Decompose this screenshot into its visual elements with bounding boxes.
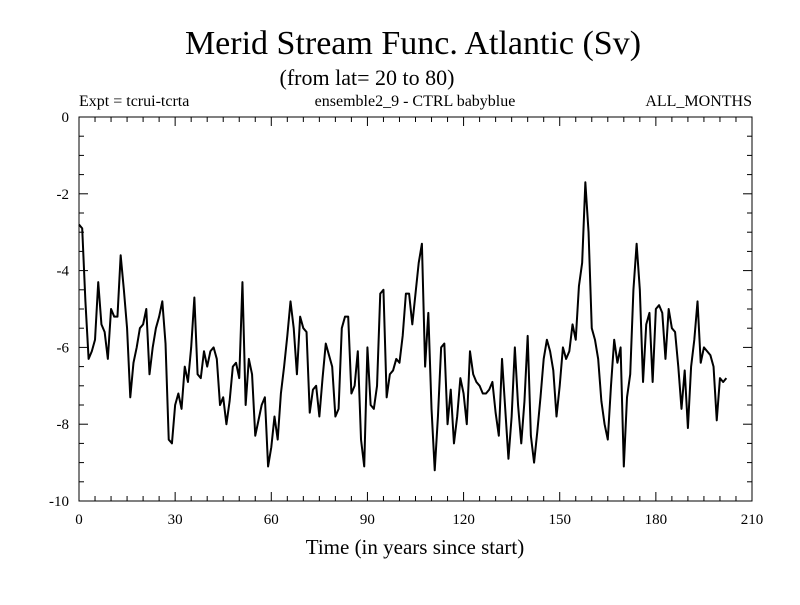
x-tick-label: 0 [75, 512, 83, 528]
plot-frame [78, 116, 753, 502]
x-tick-label: 90 [360, 512, 375, 528]
y-tick-label: -10 [49, 494, 69, 510]
y-tick-label: -4 [57, 264, 70, 280]
chart-title: Merid Stream Func. Atlantic (Sv) [185, 25, 641, 62]
series-line [78, 181, 728, 472]
x-axis-label: Time (in years since start) [306, 535, 525, 559]
y-tick-label: -2 [57, 187, 70, 203]
experiment-label: Expt = tcrui-tcrta [79, 93, 189, 110]
y-tick-label: 0 [62, 110, 70, 126]
y-tick-labels: 0 -2 -4 -6 -8 -10 [49, 110, 69, 510]
y-tick-label: -8 [57, 417, 70, 433]
chart-subtitle: (from lat= 20 to 80) [280, 65, 455, 90]
months-label: ALL_MONTHS [645, 93, 752, 110]
x-tick-label: 210 [741, 512, 764, 528]
x-tick-label: 60 [264, 512, 279, 528]
axis-ticks [78, 116, 753, 502]
x-tick-label: 180 [645, 512, 668, 528]
x-tick-label: 30 [168, 512, 183, 528]
ensemble-label: ensemble2_9 - CTRL babyblue [315, 93, 516, 110]
x-tick-labels: 0 30 60 90 120 150 180 210 [75, 512, 763, 528]
y-tick-label: -6 [57, 340, 70, 356]
x-tick-label: 150 [548, 512, 571, 528]
x-tick-label: 120 [452, 512, 475, 528]
